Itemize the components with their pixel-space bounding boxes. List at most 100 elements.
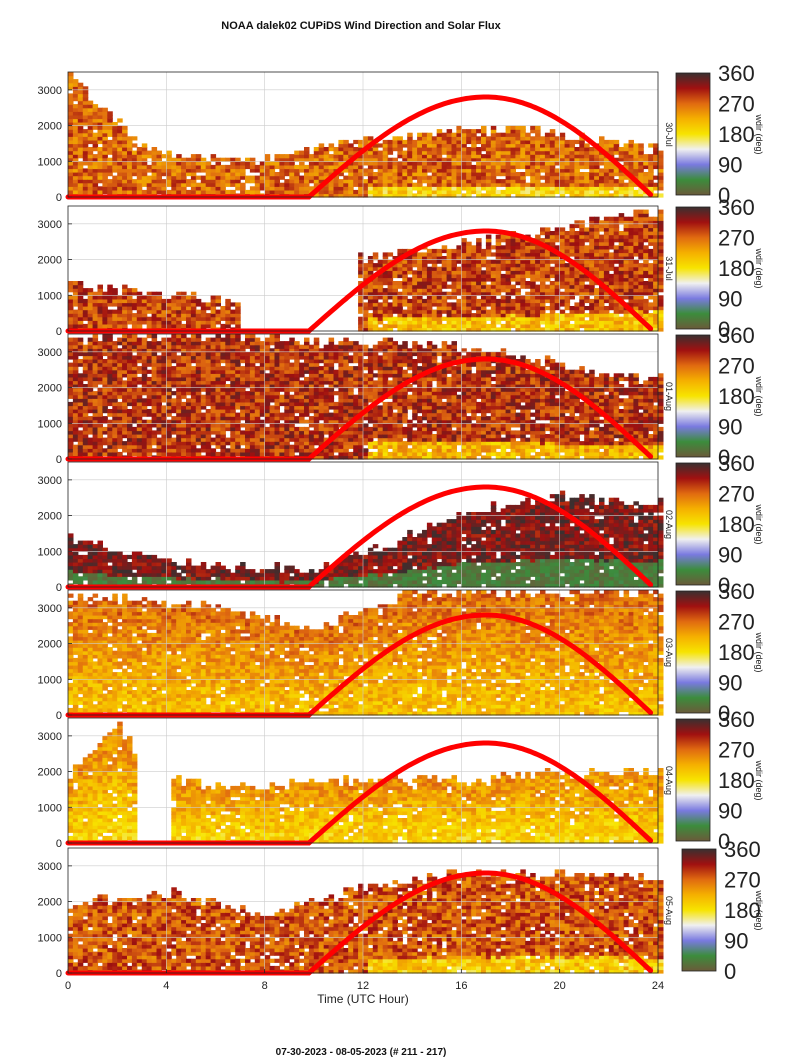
x-tick-label: 8 [262, 980, 268, 992]
y-tick-label: 0 [56, 454, 62, 466]
colorbar-tick-label: 180 [718, 640, 755, 665]
panel-5: 0 1000 2000 3000 03-Aug 0 90 180 270 360 wdir (deg… [38, 579, 764, 726]
colorbar-label: wdir (deg) [754, 375, 764, 416]
colorbar-tick-label: 90 [718, 799, 742, 824]
y-tick-label: 2000 [38, 383, 62, 395]
colorbar-tick-label: 360 [718, 707, 755, 732]
colorbar-tick-label: 360 [718, 195, 755, 220]
colorbar-label: wdir (deg) [754, 889, 764, 930]
colorbar-tick-label: 90 [718, 543, 742, 568]
y-tick-label: 2000 [38, 897, 62, 909]
colorbar-gradient [676, 207, 710, 329]
colorbar-tick-label: 180 [718, 122, 755, 147]
colorbar-label: wdir (deg) [754, 759, 764, 800]
y-tick-label: 1000 [38, 418, 62, 430]
y-tick-label: 0 [56, 582, 62, 594]
day-label: 03-Aug [664, 638, 674, 667]
panel-6: 0 1000 2000 3000 04-Aug 0 90 180 270 360 wdir (deg… [38, 707, 764, 854]
colorbar-tick-label: 270 [718, 92, 755, 117]
colorbar-tick-label: 360 [718, 451, 755, 476]
x-tick-label: 12 [357, 980, 369, 992]
colorbar-gradient [676, 591, 710, 713]
colorbar-tick-label: 270 [724, 868, 761, 893]
y-tick-label: 0 [56, 192, 62, 204]
colorbar-tick-label: 270 [718, 354, 755, 379]
y-tick-label: 1000 [38, 156, 62, 168]
colorbar-tick-label: 90 [718, 671, 742, 696]
y-tick-label: 1000 [38, 802, 62, 814]
day-label: 02-Aug [664, 510, 674, 539]
panel-2: 0 1000 2000 3000 31-Jul 0 90 180 270 360 wdir (deg… [38, 195, 764, 342]
panel-3: 0 1000 2000 3000 01-Aug 0 90 180 270 360 wdir (deg… [38, 323, 764, 470]
y-tick-label: 3000 [38, 85, 62, 97]
colorbar-gradient [676, 335, 710, 457]
y-tick-label: 3000 [38, 347, 62, 359]
colorbar-tick-label: 180 [718, 384, 755, 409]
y-tick-label: 2000 [38, 511, 62, 523]
y-tick-label: 1000 [38, 290, 62, 302]
y-tick-label: 0 [56, 326, 62, 338]
colorbar-tick-label: 270 [718, 738, 755, 763]
y-tick-label: 3000 [38, 731, 62, 743]
y-tick-label: 3000 [38, 603, 62, 615]
x-tick-label: 20 [554, 980, 566, 992]
x-tick-label: 0 [65, 980, 71, 992]
day-label: 01-Aug [664, 382, 674, 411]
y-tick-label: 2000 [38, 639, 62, 651]
colorbar-tick-label: 0 [724, 959, 736, 984]
colorbar-tick-label: 270 [718, 482, 755, 507]
colorbar-tick-label: 180 [718, 512, 755, 537]
colorbar-tick-label: 180 [718, 768, 755, 793]
y-tick-label: 2000 [38, 767, 62, 779]
colorbar-tick-label: 90 [718, 153, 742, 178]
day-label: 30-Jul [664, 122, 674, 147]
day-label: 31-Jul [664, 256, 674, 281]
colorbar-tick-label: 180 [718, 256, 755, 281]
y-tick-label: 1000 [38, 674, 62, 686]
x-axis-label: Time (UTC Hour) [68, 992, 658, 1006]
colorbar-label: wdir (deg) [754, 631, 764, 672]
colorbar-gradient [676, 719, 710, 841]
day-label: 05-Aug [664, 896, 674, 925]
x-tick-label: 24 [652, 980, 664, 992]
colorbar-tick-label: 360 [718, 323, 755, 348]
colorbar-tick-label: 360 [724, 837, 761, 862]
colorbar-tick-label: 90 [718, 287, 742, 312]
y-tick-label: 2000 [38, 255, 62, 267]
day-label: 04-Aug [664, 766, 674, 795]
x-tick-label: 4 [163, 980, 169, 992]
colorbar-tick-label: 360 [718, 61, 755, 86]
colorbar-tick-label: 270 [718, 226, 755, 251]
y-tick-label: 2000 [38, 121, 62, 133]
colorbar-tick-label: 360 [718, 579, 755, 604]
y-tick-label: 0 [56, 710, 62, 722]
colorbar-label: wdir (deg) [754, 247, 764, 288]
y-tick-label: 0 [56, 968, 62, 980]
colorbar-gradient [676, 463, 710, 585]
colorbar-label: wdir (deg) [754, 113, 764, 154]
colorbar-tick-label: 90 [718, 415, 742, 440]
y-tick-label: 1000 [38, 546, 62, 558]
colorbar-tick-label: 270 [718, 610, 755, 635]
colorbar-tick-label: 90 [724, 929, 748, 954]
date-range-footer: 07-30-2023 - 08-05-2023 (# 211 - 217) [0, 1047, 722, 1058]
colorbar-label: wdir (deg) [754, 503, 764, 544]
y-tick-label: 3000 [38, 475, 62, 487]
y-tick-label: 3000 [38, 219, 62, 231]
colorbar-gradient [676, 73, 710, 195]
y-tick-label: 3000 [38, 861, 62, 873]
colorbar-gradient [682, 849, 716, 971]
x-tick-label: 16 [455, 980, 467, 992]
heatmap-cells [68, 590, 664, 716]
y-tick-label: 1000 [38, 932, 62, 944]
y-tick-label: 0 [56, 838, 62, 850]
